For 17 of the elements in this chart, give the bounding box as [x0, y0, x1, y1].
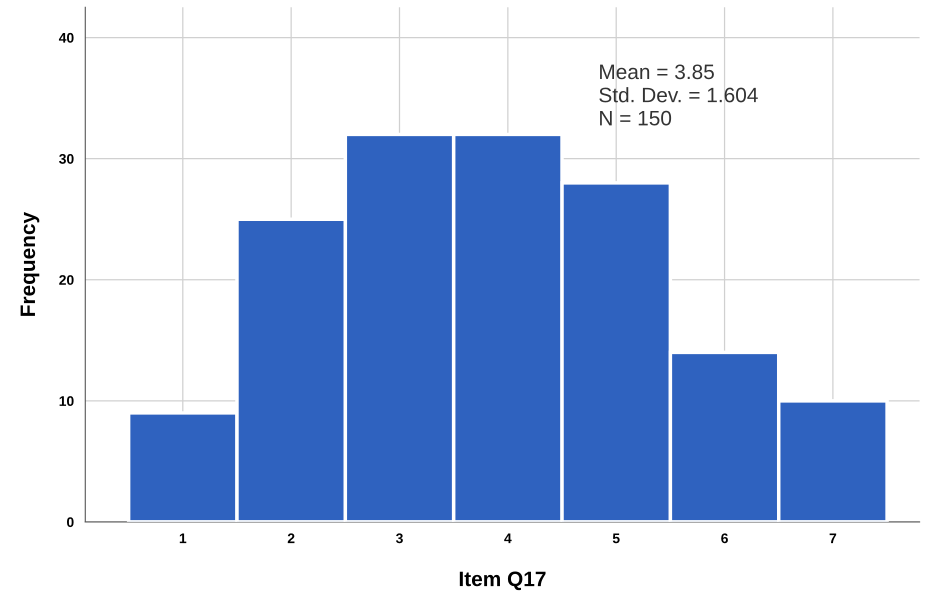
x-tick-label: 6	[721, 533, 728, 544]
y-tick-label: 10	[60, 396, 74, 406]
annotation: N = 150	[600, 110, 672, 126]
y-tick-label: 20	[59, 275, 74, 285]
x-tick-label: 1	[180, 534, 186, 544]
annotation: Mean = 3.85	[600, 64, 714, 80]
y-tick-label: 30	[59, 154, 74, 164]
annotation: Std. Dev. = 1.604	[599, 87, 758, 102]
y-tick-label: 40	[58, 32, 74, 43]
y-axis-title: Frequency	[20, 212, 40, 316]
x-tick-label: 7	[830, 534, 836, 544]
x-tick-label: 4	[504, 534, 512, 544]
x-tick-label: 3	[396, 533, 403, 544]
x-tick-label: 5	[612, 534, 620, 544]
x-axis-title: Item Q17	[460, 572, 546, 590]
y-tick-label: 0	[67, 517, 74, 528]
x-tick-label: 2	[288, 533, 294, 544]
